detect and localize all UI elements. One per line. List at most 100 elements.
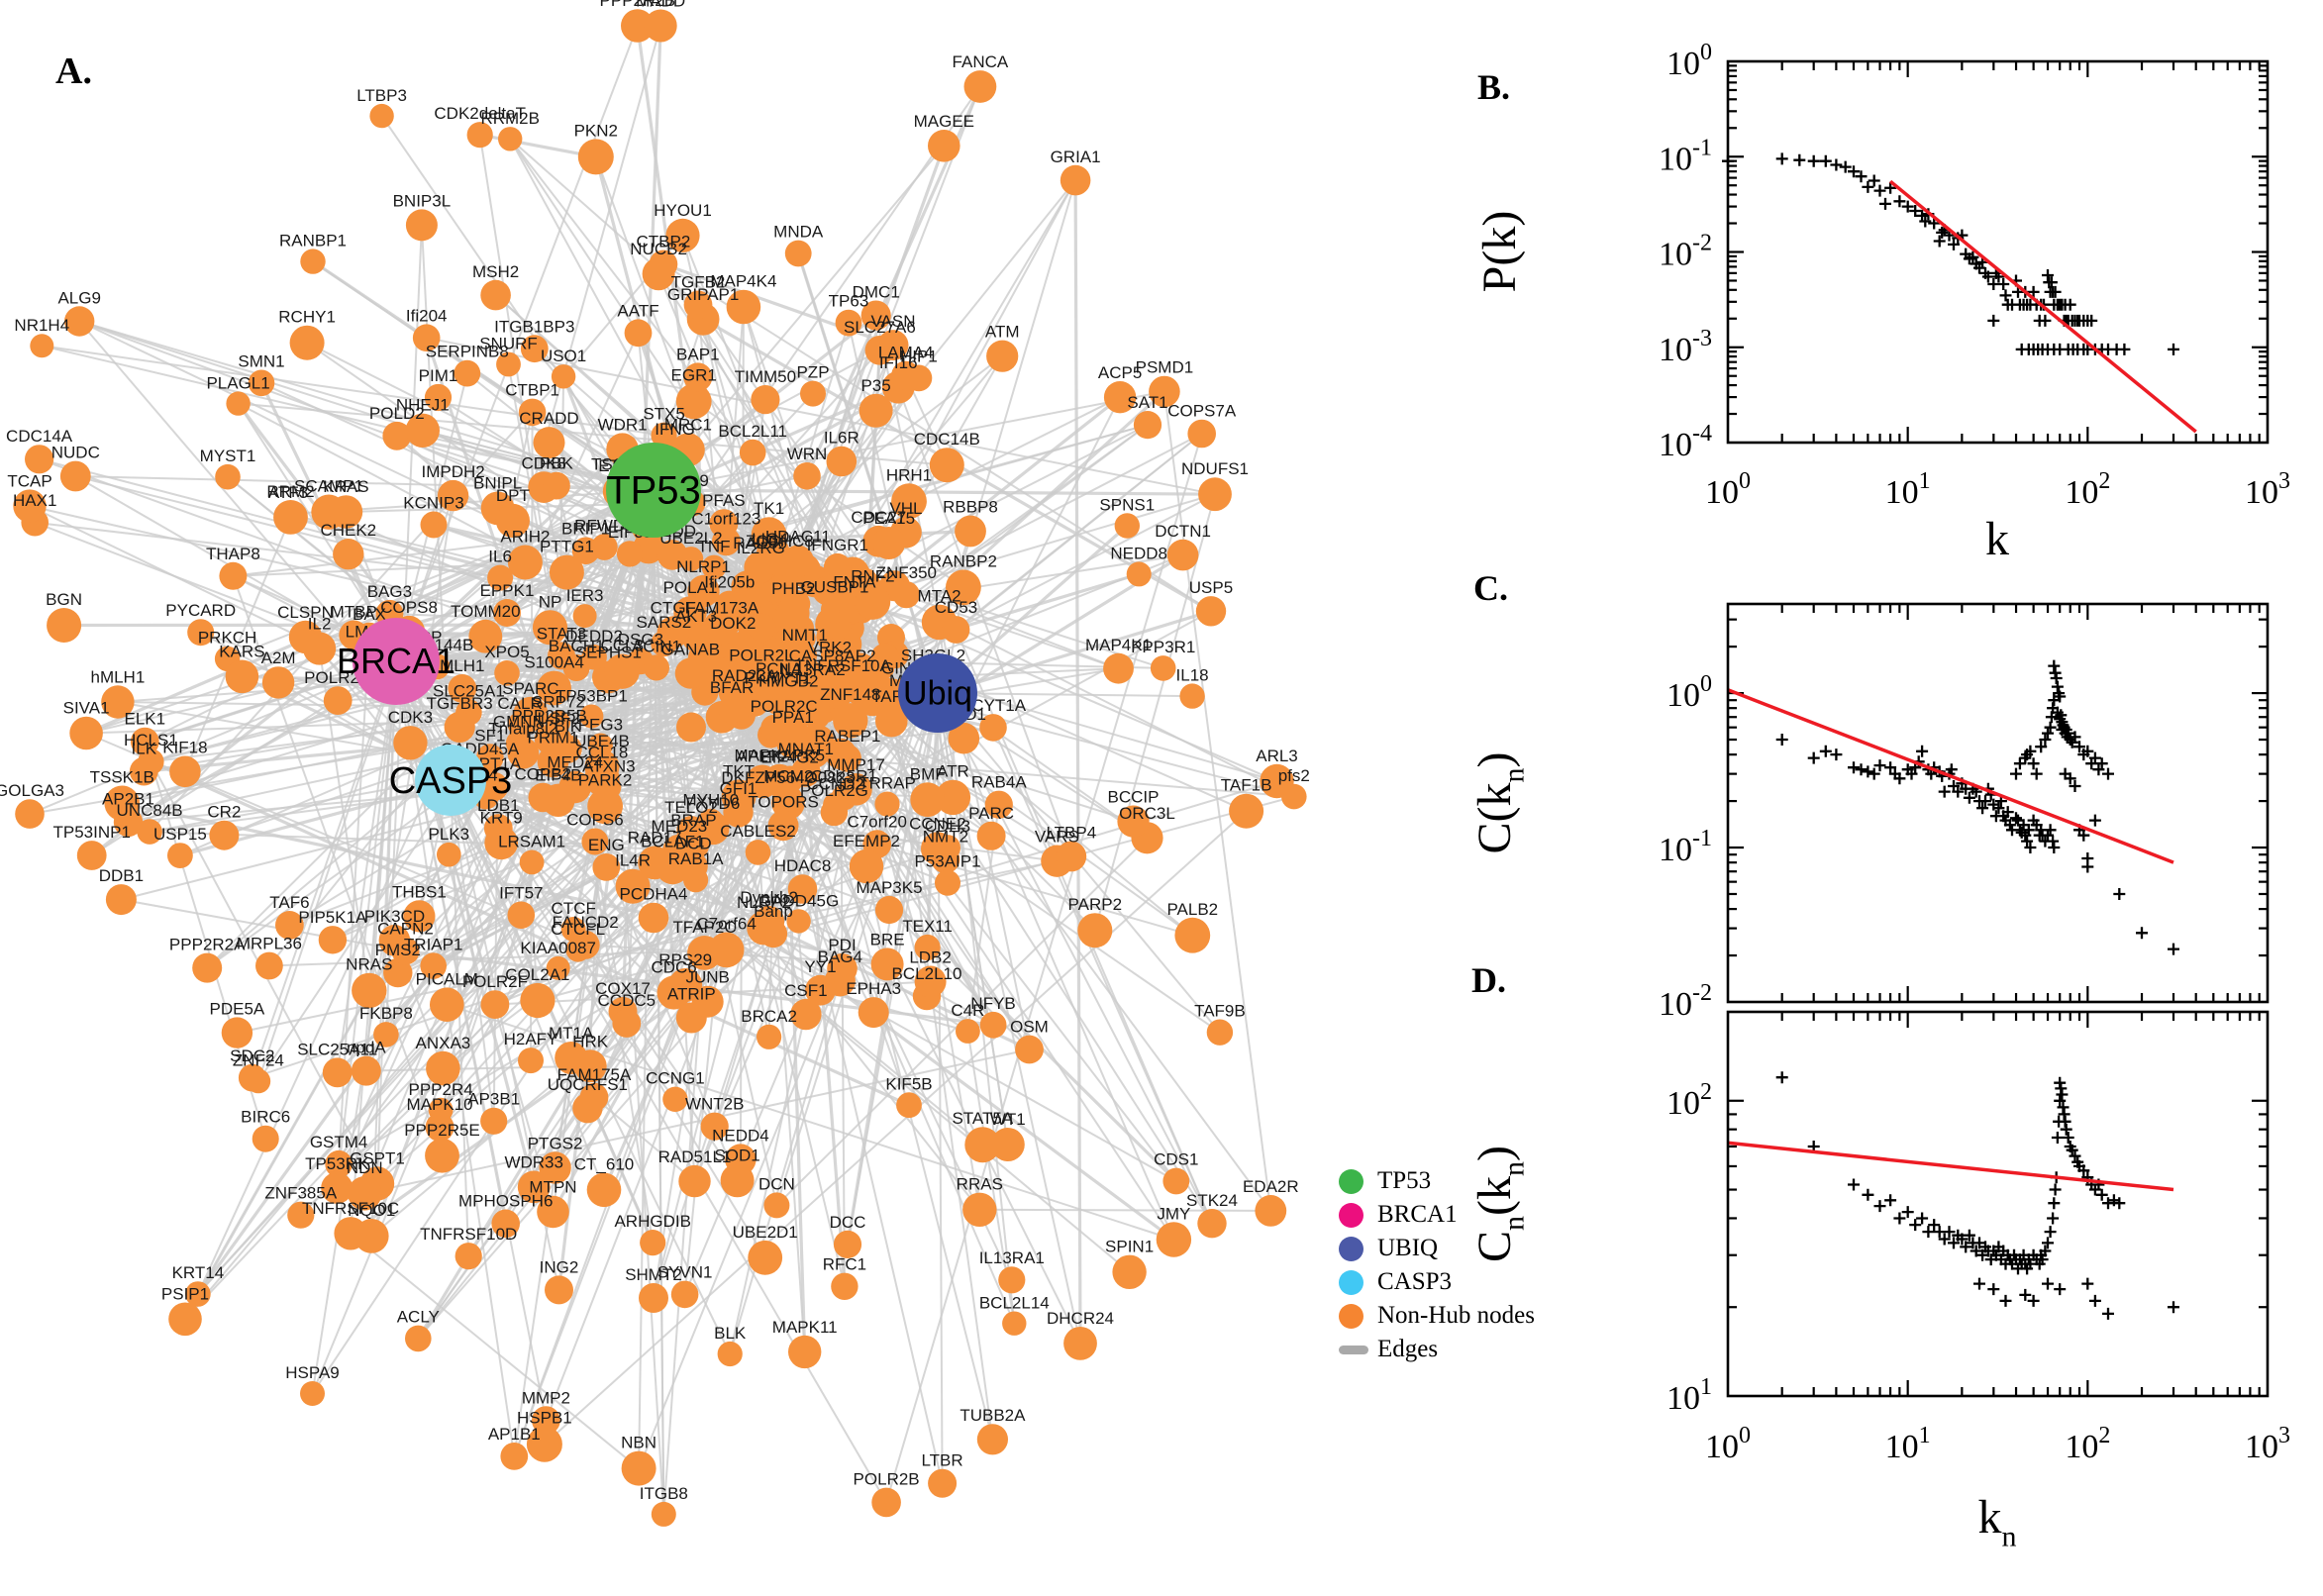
network-edge — [1073, 180, 1082, 1344]
legend-node-swatch — [1339, 1168, 1364, 1194]
network-node-label: GMNN — [493, 713, 545, 732]
y-axis-tick-label: 10-4 — [1659, 421, 1712, 463]
network-node-label: FXYD6 — [686, 794, 741, 813]
network-node-label: GANAB — [661, 641, 721, 659]
network-node-label: BNIPL — [473, 474, 522, 493]
network-node-label: SPIN1 — [1105, 1238, 1154, 1256]
network-node-label: CCNE2 — [909, 814, 966, 833]
network-node-label: GUSBP1 — [801, 578, 869, 597]
network-node-label: ITGB8 — [640, 1484, 688, 1503]
network-edge — [937, 692, 1213, 1225]
hub-label-brca1: BRCA1 — [337, 641, 455, 681]
network-node-label: VASN — [870, 312, 915, 331]
network-node-label: C7orf64 — [696, 915, 756, 934]
network-node-label: HDAC8 — [774, 856, 832, 875]
network-node — [763, 1192, 790, 1219]
network-node — [275, 501, 301, 527]
network-node — [480, 279, 511, 311]
network-node — [776, 726, 810, 759]
network-node-label: STK24 — [1186, 1191, 1238, 1210]
network-node — [835, 309, 862, 337]
network-node-label: MYST1 — [200, 447, 256, 465]
network-node — [677, 829, 710, 860]
network-node — [870, 948, 904, 981]
network-node-label: IL2 — [308, 614, 332, 633]
network-edge — [725, 306, 745, 542]
network-node — [721, 779, 757, 815]
network-node — [496, 351, 521, 377]
network-edge — [300, 708, 791, 1216]
network-node — [579, 704, 604, 729]
network-node — [287, 1201, 315, 1229]
network-node — [1255, 1195, 1287, 1227]
legend-node-swatch — [1339, 1236, 1364, 1261]
network-node — [662, 1086, 688, 1113]
network-node-label: GSTM4 — [310, 1133, 368, 1151]
network-node-label: POLR2G — [800, 781, 868, 800]
network-node — [751, 385, 780, 415]
y-axis-label: Cn(kn) — [1468, 1146, 1530, 1262]
network-node — [871, 1487, 901, 1518]
network-node-label: MPHOSPH6 — [458, 1191, 553, 1210]
network-node-label: PPP2R4 — [408, 1080, 472, 1099]
network-node — [476, 744, 504, 771]
network-node — [687, 574, 720, 608]
network-node-label: COPB2 — [514, 765, 571, 784]
network-node-label: NEDD8 — [1110, 544, 1167, 562]
network-edge — [144, 659, 397, 744]
network-edge — [622, 692, 939, 1013]
network-node-label: EPHA3 — [846, 979, 901, 998]
network-node — [579, 1082, 609, 1112]
network-node-label: AKT3 — [675, 607, 718, 626]
panel-c: 100 10-1 10-2 C(kn) C. — [1468, 568, 2270, 1023]
network-node — [543, 471, 570, 500]
network-node — [487, 564, 514, 591]
network-node — [24, 445, 54, 474]
legend-node-swatch — [1339, 1303, 1364, 1329]
network-node-label: MTPN — [529, 1178, 576, 1197]
network-node-label: NHEJ1 — [396, 396, 450, 415]
network-node-label: RABEP1 — [814, 727, 880, 746]
y-axis-tick-label: 102 — [1666, 1079, 1712, 1122]
network-node-label: PPA1 — [772, 708, 814, 727]
network-node — [537, 746, 569, 778]
network-node-label: P53AIP1 — [914, 852, 980, 871]
network-node-label: SARS2 — [637, 613, 692, 632]
network-node — [840, 773, 872, 806]
network-node — [1063, 1327, 1097, 1360]
network-node-label: LTBP4 — [1046, 824, 1096, 843]
network-node — [221, 1017, 253, 1048]
network-node — [858, 997, 889, 1029]
network-node — [929, 448, 964, 483]
network-node-label: PKN2 — [574, 121, 618, 140]
legend-item-label: CASP3 — [1377, 1268, 1453, 1295]
network-node — [420, 511, 448, 539]
network-node — [303, 632, 337, 665]
legend-item-edges: Edges — [1339, 1333, 1535, 1366]
network-node-label: TUBB2A — [960, 1406, 1026, 1425]
network-node-label: CDK2deltaT — [434, 104, 526, 123]
network-node — [437, 842, 461, 867]
network-node — [860, 300, 891, 331]
network-node — [877, 330, 909, 361]
network-node-label: HSPB1 — [517, 1409, 572, 1428]
network-node — [676, 712, 706, 743]
network-node — [682, 624, 710, 652]
network-edge — [494, 610, 1212, 1006]
network-node-label: PCYT1A — [960, 696, 1027, 715]
network-node-label: FANCA — [953, 52, 1009, 71]
network-node-label: TK1 — [754, 499, 784, 518]
network-node-label: HYOU1 — [654, 201, 712, 220]
network-node-label: BCCIP — [1108, 788, 1160, 807]
hub-node-casp3 — [415, 745, 486, 816]
network-node — [428, 1097, 454, 1123]
network-node-label: CTGF — [651, 598, 696, 617]
network-node-label: JMY — [1157, 1204, 1190, 1223]
network-node-label: MLH1 — [440, 656, 484, 675]
network-node — [858, 393, 893, 428]
network-node — [765, 549, 793, 577]
network-node-label: UBE4B — [574, 732, 630, 750]
network-node-label: AP3B1 — [467, 1090, 520, 1109]
network-node-label: PIK3CD — [364, 907, 425, 926]
network-edge — [531, 861, 575, 931]
